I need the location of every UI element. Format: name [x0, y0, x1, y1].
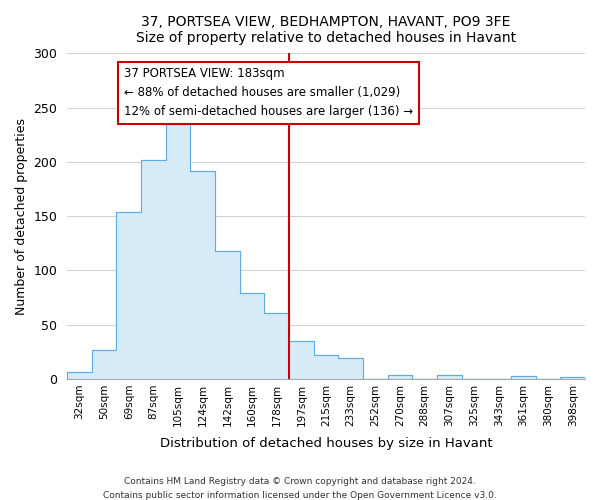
- Title: 37, PORTSEA VIEW, BEDHAMPTON, HAVANT, PO9 3FE
Size of property relative to detac: 37, PORTSEA VIEW, BEDHAMPTON, HAVANT, PO…: [136, 15, 516, 45]
- Text: 37 PORTSEA VIEW: 183sqm
← 88% of detached houses are smaller (1,029)
12% of semi: 37 PORTSEA VIEW: 183sqm ← 88% of detache…: [124, 68, 413, 118]
- Text: Contains HM Land Registry data © Crown copyright and database right 2024.
Contai: Contains HM Land Registry data © Crown c…: [103, 478, 497, 500]
- Y-axis label: Number of detached properties: Number of detached properties: [15, 118, 28, 314]
- X-axis label: Distribution of detached houses by size in Havant: Distribution of detached houses by size …: [160, 437, 493, 450]
